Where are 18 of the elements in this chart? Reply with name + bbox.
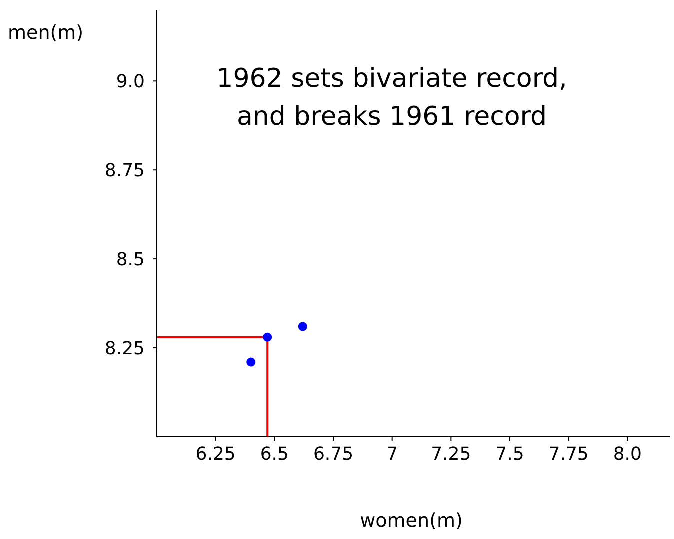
y-tick-label: 9.0 xyxy=(116,72,145,93)
y-axis-title: men(m) xyxy=(8,22,84,44)
annotation: 1962 sets bivariate record, and breaks 1961 record xyxy=(216,63,568,134)
y-tick-label: 8.25 xyxy=(104,338,145,360)
x-tick-label: 8.0 xyxy=(613,444,642,465)
x-tick-label: 7 xyxy=(386,444,398,465)
x-tick-label: 6.25 xyxy=(196,444,236,465)
y-tick-label: 8.75 xyxy=(104,160,145,182)
point xyxy=(246,358,256,367)
x-tick-label: 7.25 xyxy=(431,444,472,465)
point xyxy=(298,322,308,332)
x-tick-label: 6.75 xyxy=(313,444,354,465)
point xyxy=(263,332,272,342)
x-tick-label: 6.5 xyxy=(260,444,289,465)
x-tick-label: 7.75 xyxy=(548,444,589,465)
x-axis-title: women(m) xyxy=(359,510,464,532)
y-tick-label: 8.5 xyxy=(116,249,145,270)
x-tick-label: 7.5 xyxy=(496,444,524,465)
